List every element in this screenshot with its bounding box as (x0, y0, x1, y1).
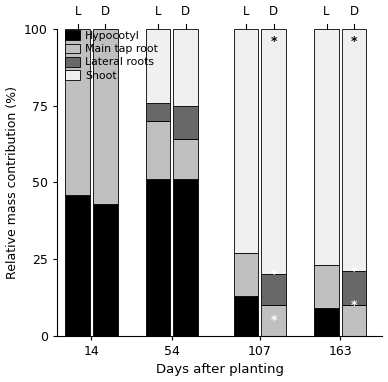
Bar (146, 121, 170, 179)
Bar (146, 102, 170, 121)
Bar (93, 204, 118, 336)
Bar (262, 274, 286, 305)
Bar (66, 195, 90, 336)
Text: L: L (323, 5, 330, 18)
Bar (262, 29, 286, 274)
Text: *: * (270, 268, 277, 281)
Bar (234, 253, 258, 296)
Text: *: * (270, 35, 277, 48)
Text: D: D (101, 5, 110, 18)
Text: L: L (155, 5, 161, 18)
Bar (262, 305, 286, 336)
Y-axis label: Relative mass contribution (%): Relative mass contribution (%) (5, 86, 19, 279)
Text: D: D (350, 5, 359, 18)
Bar (173, 105, 198, 139)
Text: D: D (269, 5, 278, 18)
Bar (146, 29, 170, 102)
Bar (66, 29, 90, 195)
Bar (314, 308, 339, 336)
Bar (234, 29, 258, 253)
Bar (173, 139, 198, 179)
Text: D: D (181, 5, 190, 18)
Bar (342, 29, 366, 271)
Text: *: * (270, 314, 277, 327)
Bar (146, 179, 170, 336)
Text: L: L (243, 5, 249, 18)
Bar (342, 305, 366, 336)
Legend: Hypocotyl, Main tap root, Lateral roots, Shoot: Hypocotyl, Main tap root, Lateral roots,… (62, 28, 160, 83)
Bar (234, 296, 258, 336)
X-axis label: Days after planting: Days after planting (156, 363, 284, 376)
Bar (342, 271, 366, 305)
Bar (93, 29, 118, 204)
Text: *: * (351, 299, 357, 312)
Bar (314, 265, 339, 308)
Bar (314, 29, 339, 265)
Text: *: * (351, 35, 357, 48)
Text: *: * (351, 265, 357, 278)
Bar (173, 179, 198, 336)
Text: L: L (74, 5, 81, 18)
Bar (173, 29, 198, 105)
